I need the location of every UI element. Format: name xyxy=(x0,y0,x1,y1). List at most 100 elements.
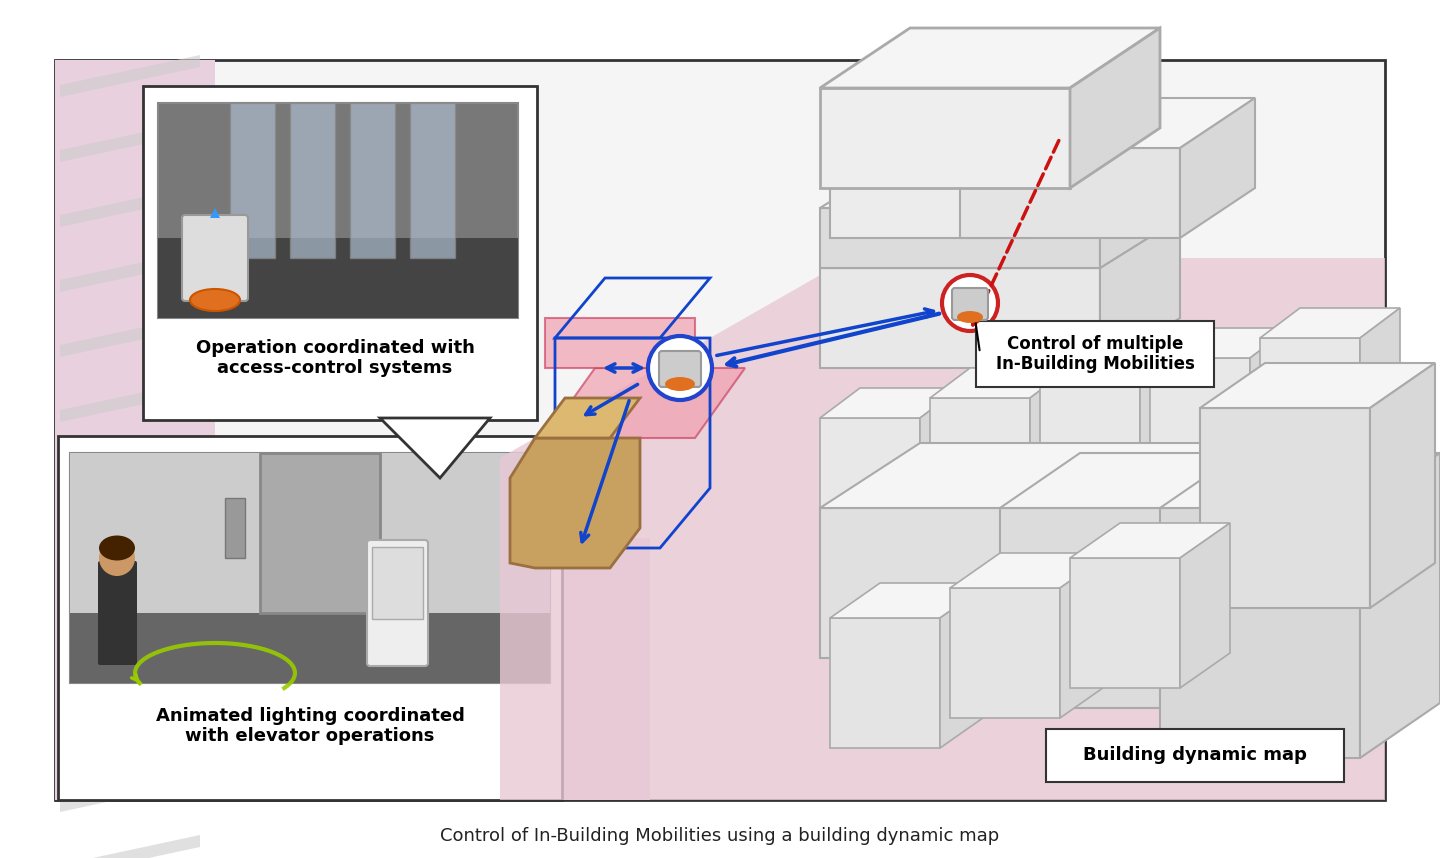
FancyBboxPatch shape xyxy=(367,540,428,666)
Text: Operation coordinated with
access-control systems: Operation coordinated with access-contro… xyxy=(196,339,474,378)
Polygon shape xyxy=(1040,348,1179,378)
Polygon shape xyxy=(819,443,1260,508)
Ellipse shape xyxy=(190,289,240,311)
Text: Building dynamic map: Building dynamic map xyxy=(1083,746,1308,764)
Polygon shape xyxy=(819,268,1100,368)
Polygon shape xyxy=(1070,28,1161,188)
Polygon shape xyxy=(999,453,1300,508)
Polygon shape xyxy=(930,398,1030,488)
Polygon shape xyxy=(1161,453,1440,508)
FancyBboxPatch shape xyxy=(225,498,245,558)
Polygon shape xyxy=(999,508,1220,708)
Polygon shape xyxy=(1179,98,1256,238)
Polygon shape xyxy=(1260,338,1359,428)
FancyBboxPatch shape xyxy=(660,351,701,387)
Polygon shape xyxy=(210,208,220,218)
FancyBboxPatch shape xyxy=(289,103,336,258)
Polygon shape xyxy=(380,418,490,478)
Polygon shape xyxy=(1200,363,1436,408)
Polygon shape xyxy=(536,398,639,438)
Polygon shape xyxy=(60,770,200,812)
Polygon shape xyxy=(510,438,639,568)
FancyBboxPatch shape xyxy=(372,547,423,619)
Ellipse shape xyxy=(958,311,984,323)
Polygon shape xyxy=(1200,408,1369,608)
Polygon shape xyxy=(544,368,744,438)
Polygon shape xyxy=(55,538,649,800)
Polygon shape xyxy=(1369,363,1436,608)
Polygon shape xyxy=(60,380,200,422)
Polygon shape xyxy=(819,418,920,508)
Polygon shape xyxy=(1030,113,1100,238)
FancyBboxPatch shape xyxy=(952,288,988,320)
Polygon shape xyxy=(819,28,1161,88)
Polygon shape xyxy=(1060,553,1110,718)
FancyBboxPatch shape xyxy=(71,453,550,683)
FancyBboxPatch shape xyxy=(158,103,518,318)
Polygon shape xyxy=(829,158,1030,238)
Polygon shape xyxy=(544,318,696,368)
Circle shape xyxy=(648,336,711,400)
FancyBboxPatch shape xyxy=(55,60,1385,800)
Text: Control of multiple
In-Building Mobilities: Control of multiple In-Building Mobiliti… xyxy=(995,335,1194,373)
Polygon shape xyxy=(819,508,1161,658)
Polygon shape xyxy=(819,88,1070,188)
Polygon shape xyxy=(1100,218,1179,368)
Polygon shape xyxy=(1140,348,1179,468)
Polygon shape xyxy=(940,583,991,748)
Polygon shape xyxy=(60,445,200,487)
Polygon shape xyxy=(829,583,991,618)
Polygon shape xyxy=(1359,308,1400,428)
Polygon shape xyxy=(819,158,1179,208)
FancyBboxPatch shape xyxy=(71,453,550,613)
Polygon shape xyxy=(60,575,200,617)
Polygon shape xyxy=(60,835,200,858)
Polygon shape xyxy=(1220,453,1300,708)
Polygon shape xyxy=(1179,523,1230,688)
Polygon shape xyxy=(950,553,1110,588)
Polygon shape xyxy=(60,250,200,292)
Circle shape xyxy=(942,275,998,331)
FancyBboxPatch shape xyxy=(55,60,215,800)
Polygon shape xyxy=(1161,508,1359,758)
Polygon shape xyxy=(829,618,940,748)
Polygon shape xyxy=(819,218,1179,268)
FancyBboxPatch shape xyxy=(58,436,562,800)
FancyBboxPatch shape xyxy=(261,453,380,613)
FancyBboxPatch shape xyxy=(143,86,537,420)
Polygon shape xyxy=(1040,378,1140,468)
Polygon shape xyxy=(1260,308,1400,338)
Polygon shape xyxy=(60,185,200,227)
Polygon shape xyxy=(829,113,1100,158)
Polygon shape xyxy=(500,258,1385,800)
Polygon shape xyxy=(60,315,200,357)
Polygon shape xyxy=(60,55,200,97)
Polygon shape xyxy=(60,510,200,552)
Polygon shape xyxy=(960,148,1179,238)
Polygon shape xyxy=(1151,328,1290,358)
FancyBboxPatch shape xyxy=(410,103,455,258)
Polygon shape xyxy=(1070,523,1230,558)
Polygon shape xyxy=(920,388,960,508)
FancyBboxPatch shape xyxy=(230,103,275,258)
Polygon shape xyxy=(950,588,1060,718)
Polygon shape xyxy=(60,640,200,682)
Polygon shape xyxy=(1030,368,1070,488)
Polygon shape xyxy=(99,613,215,649)
FancyBboxPatch shape xyxy=(71,613,550,683)
Polygon shape xyxy=(1359,453,1440,758)
Polygon shape xyxy=(1100,158,1179,268)
Polygon shape xyxy=(819,208,1100,268)
Polygon shape xyxy=(930,368,1070,398)
Ellipse shape xyxy=(99,535,135,560)
Polygon shape xyxy=(60,120,200,162)
Text: Animated lighting coordinated
with elevator operations: Animated lighting coordinated with eleva… xyxy=(156,707,465,746)
FancyBboxPatch shape xyxy=(158,238,518,318)
Polygon shape xyxy=(960,98,1256,148)
Polygon shape xyxy=(99,633,215,669)
FancyBboxPatch shape xyxy=(1045,729,1344,782)
FancyBboxPatch shape xyxy=(976,321,1214,387)
Polygon shape xyxy=(1070,558,1179,688)
Text: Control of In-Building Mobilities using a building dynamic map: Control of In-Building Mobilities using … xyxy=(441,827,999,845)
Polygon shape xyxy=(1151,358,1250,448)
